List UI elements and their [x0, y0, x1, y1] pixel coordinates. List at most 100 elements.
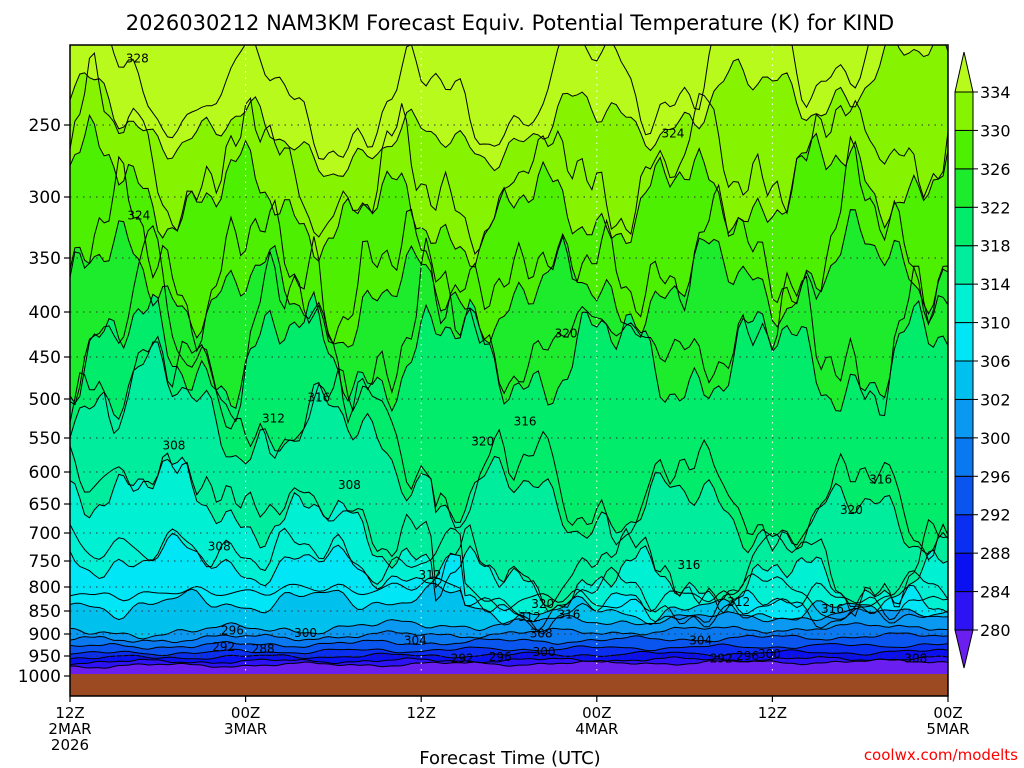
colorbar-label: 284 — [980, 583, 1011, 602]
y-tick-label: 1000 — [18, 667, 61, 687]
contour-line — [70, 335, 948, 561]
contour-line — [70, 632, 948, 650]
contour-line — [70, 532, 948, 635]
contour-label: 288 — [252, 642, 275, 656]
ground-surface — [70, 674, 948, 696]
colorbar-swatch — [954, 398, 974, 439]
contour-label: 316 — [558, 608, 581, 622]
colorbar-swatch — [954, 591, 974, 631]
y-tick-label: 900 — [29, 625, 61, 645]
contour-label: 324 — [127, 208, 150, 222]
contour-line — [70, 224, 948, 425]
y-tick-label: 950 — [29, 647, 61, 667]
x-tick-label: 2MAR — [48, 720, 91, 738]
colorbar-label: 318 — [980, 237, 1011, 256]
contour-line — [70, 622, 948, 644]
x-axis-title: Forecast Time (UTC) — [419, 748, 600, 768]
colorbar-label: 330 — [980, 121, 1011, 140]
x-tick-label: 00Z — [933, 704, 962, 722]
contour-label: 296 — [736, 649, 759, 663]
colorbar-arrow-top — [954, 51, 974, 93]
y-tick-label: 300 — [29, 188, 61, 208]
y-tick-label: 350 — [29, 249, 61, 269]
contour-label: 292 — [451, 651, 474, 665]
contour-lines — [70, 45, 948, 669]
contour-label: 312 — [727, 595, 750, 609]
contour-line — [70, 524, 948, 631]
contour-line — [70, 135, 948, 353]
colorbar-label: 314 — [980, 275, 1011, 294]
contour-label: 296 — [489, 650, 512, 664]
contour-label: 300 — [758, 647, 781, 661]
contour-label: 308 — [162, 438, 185, 452]
x-tick-label: 2026 — [51, 736, 89, 754]
y-tick-label: 250 — [29, 116, 61, 136]
contour-label: 300 — [294, 626, 317, 640]
contour-label: 292 — [710, 651, 733, 665]
contour-label: 312 — [262, 412, 285, 426]
y-tick-label: 650 — [29, 495, 61, 515]
contour-line — [70, 341, 948, 556]
y-tick-label: 400 — [29, 303, 61, 323]
colorbar-label: 292 — [980, 506, 1011, 525]
y-tick-label: 800 — [29, 578, 61, 598]
colorbar-swatch — [954, 91, 974, 131]
contour-labels: 328 324 324 320 316 312 316 320 308 308 316 320 308 3… — [126, 52, 927, 666]
chart-title: 2026030212 NAM3KM Forecast Equiv. Potent… — [126, 11, 894, 35]
x-tick-label: 5MAR — [926, 720, 969, 738]
contour-label: 312 — [518, 610, 541, 624]
colorbar-label: 288 — [980, 544, 1011, 563]
colorbar: 280 284 288 292 296 300 302 306 310 314 318 322 326 3… — [954, 51, 1011, 669]
x-tick-label: 3MAR — [224, 720, 267, 738]
contour-label: 320 — [531, 597, 554, 611]
y-tick-label: 850 — [29, 602, 61, 622]
colorbar-arrow-bottom — [954, 629, 974, 669]
contour-line — [70, 582, 948, 626]
contour-line — [70, 648, 948, 660]
contour-label: 308 — [338, 478, 361, 492]
colorbar-swatch — [954, 206, 974, 247]
contour-label: 316 — [821, 602, 844, 616]
x-tick-label: 12Z — [407, 704, 436, 722]
y-tick-label: 750 — [29, 552, 61, 572]
contour-label: 308 — [904, 651, 927, 665]
contour-label: 320 — [840, 503, 863, 517]
colorbar-label: 334 — [980, 83, 1011, 102]
contour-label: 308 — [208, 539, 231, 553]
contour-label: 304 — [689, 634, 712, 648]
colorbar-label: 310 — [980, 314, 1011, 333]
x-tick-label: 00Z — [582, 704, 611, 722]
plot-frame — [69, 44, 949, 697]
colorbar-label: 302 — [980, 390, 1011, 409]
contour-line — [70, 113, 948, 268]
y-axis: 250 300 350 400 450 500 550 600 650 700 750 800 850 9… — [18, 116, 70, 687]
y-tick-label: 550 — [29, 429, 61, 449]
contour-label: 320 — [471, 434, 494, 448]
contour-line — [70, 658, 948, 669]
y-tick-label: 500 — [29, 390, 61, 410]
colorbar-swatch — [954, 245, 974, 285]
colorbar-swatch — [954, 514, 974, 554]
plot-area: 328 324 324 320 316 312 316 320 308 308 316 320 308 3… — [70, 45, 948, 696]
colorbar-swatch — [954, 322, 974, 362]
contour-line — [70, 45, 869, 160]
contour-label: 320 — [555, 327, 578, 341]
contour-label: 296 — [221, 623, 244, 637]
colorbar-label: 280 — [980, 621, 1011, 640]
contour-label: 312 — [419, 568, 442, 582]
contour-label: 304 — [404, 634, 427, 648]
credit-link[interactable]: coolwx.com/modelts — [864, 746, 1018, 764]
contour-line — [70, 52, 948, 256]
x-tick-label: 00Z — [231, 704, 260, 722]
gridlines — [70, 45, 948, 696]
y-tick-label: 450 — [29, 348, 61, 368]
contour-line — [70, 456, 948, 614]
contour-label: 328 — [126, 52, 149, 66]
contour-label: 316 — [307, 390, 330, 404]
colorbar-swatch — [954, 129, 974, 170]
contour-line — [70, 655, 948, 666]
colorbar-swatch — [954, 168, 974, 208]
contour-label: 316 — [678, 558, 701, 572]
